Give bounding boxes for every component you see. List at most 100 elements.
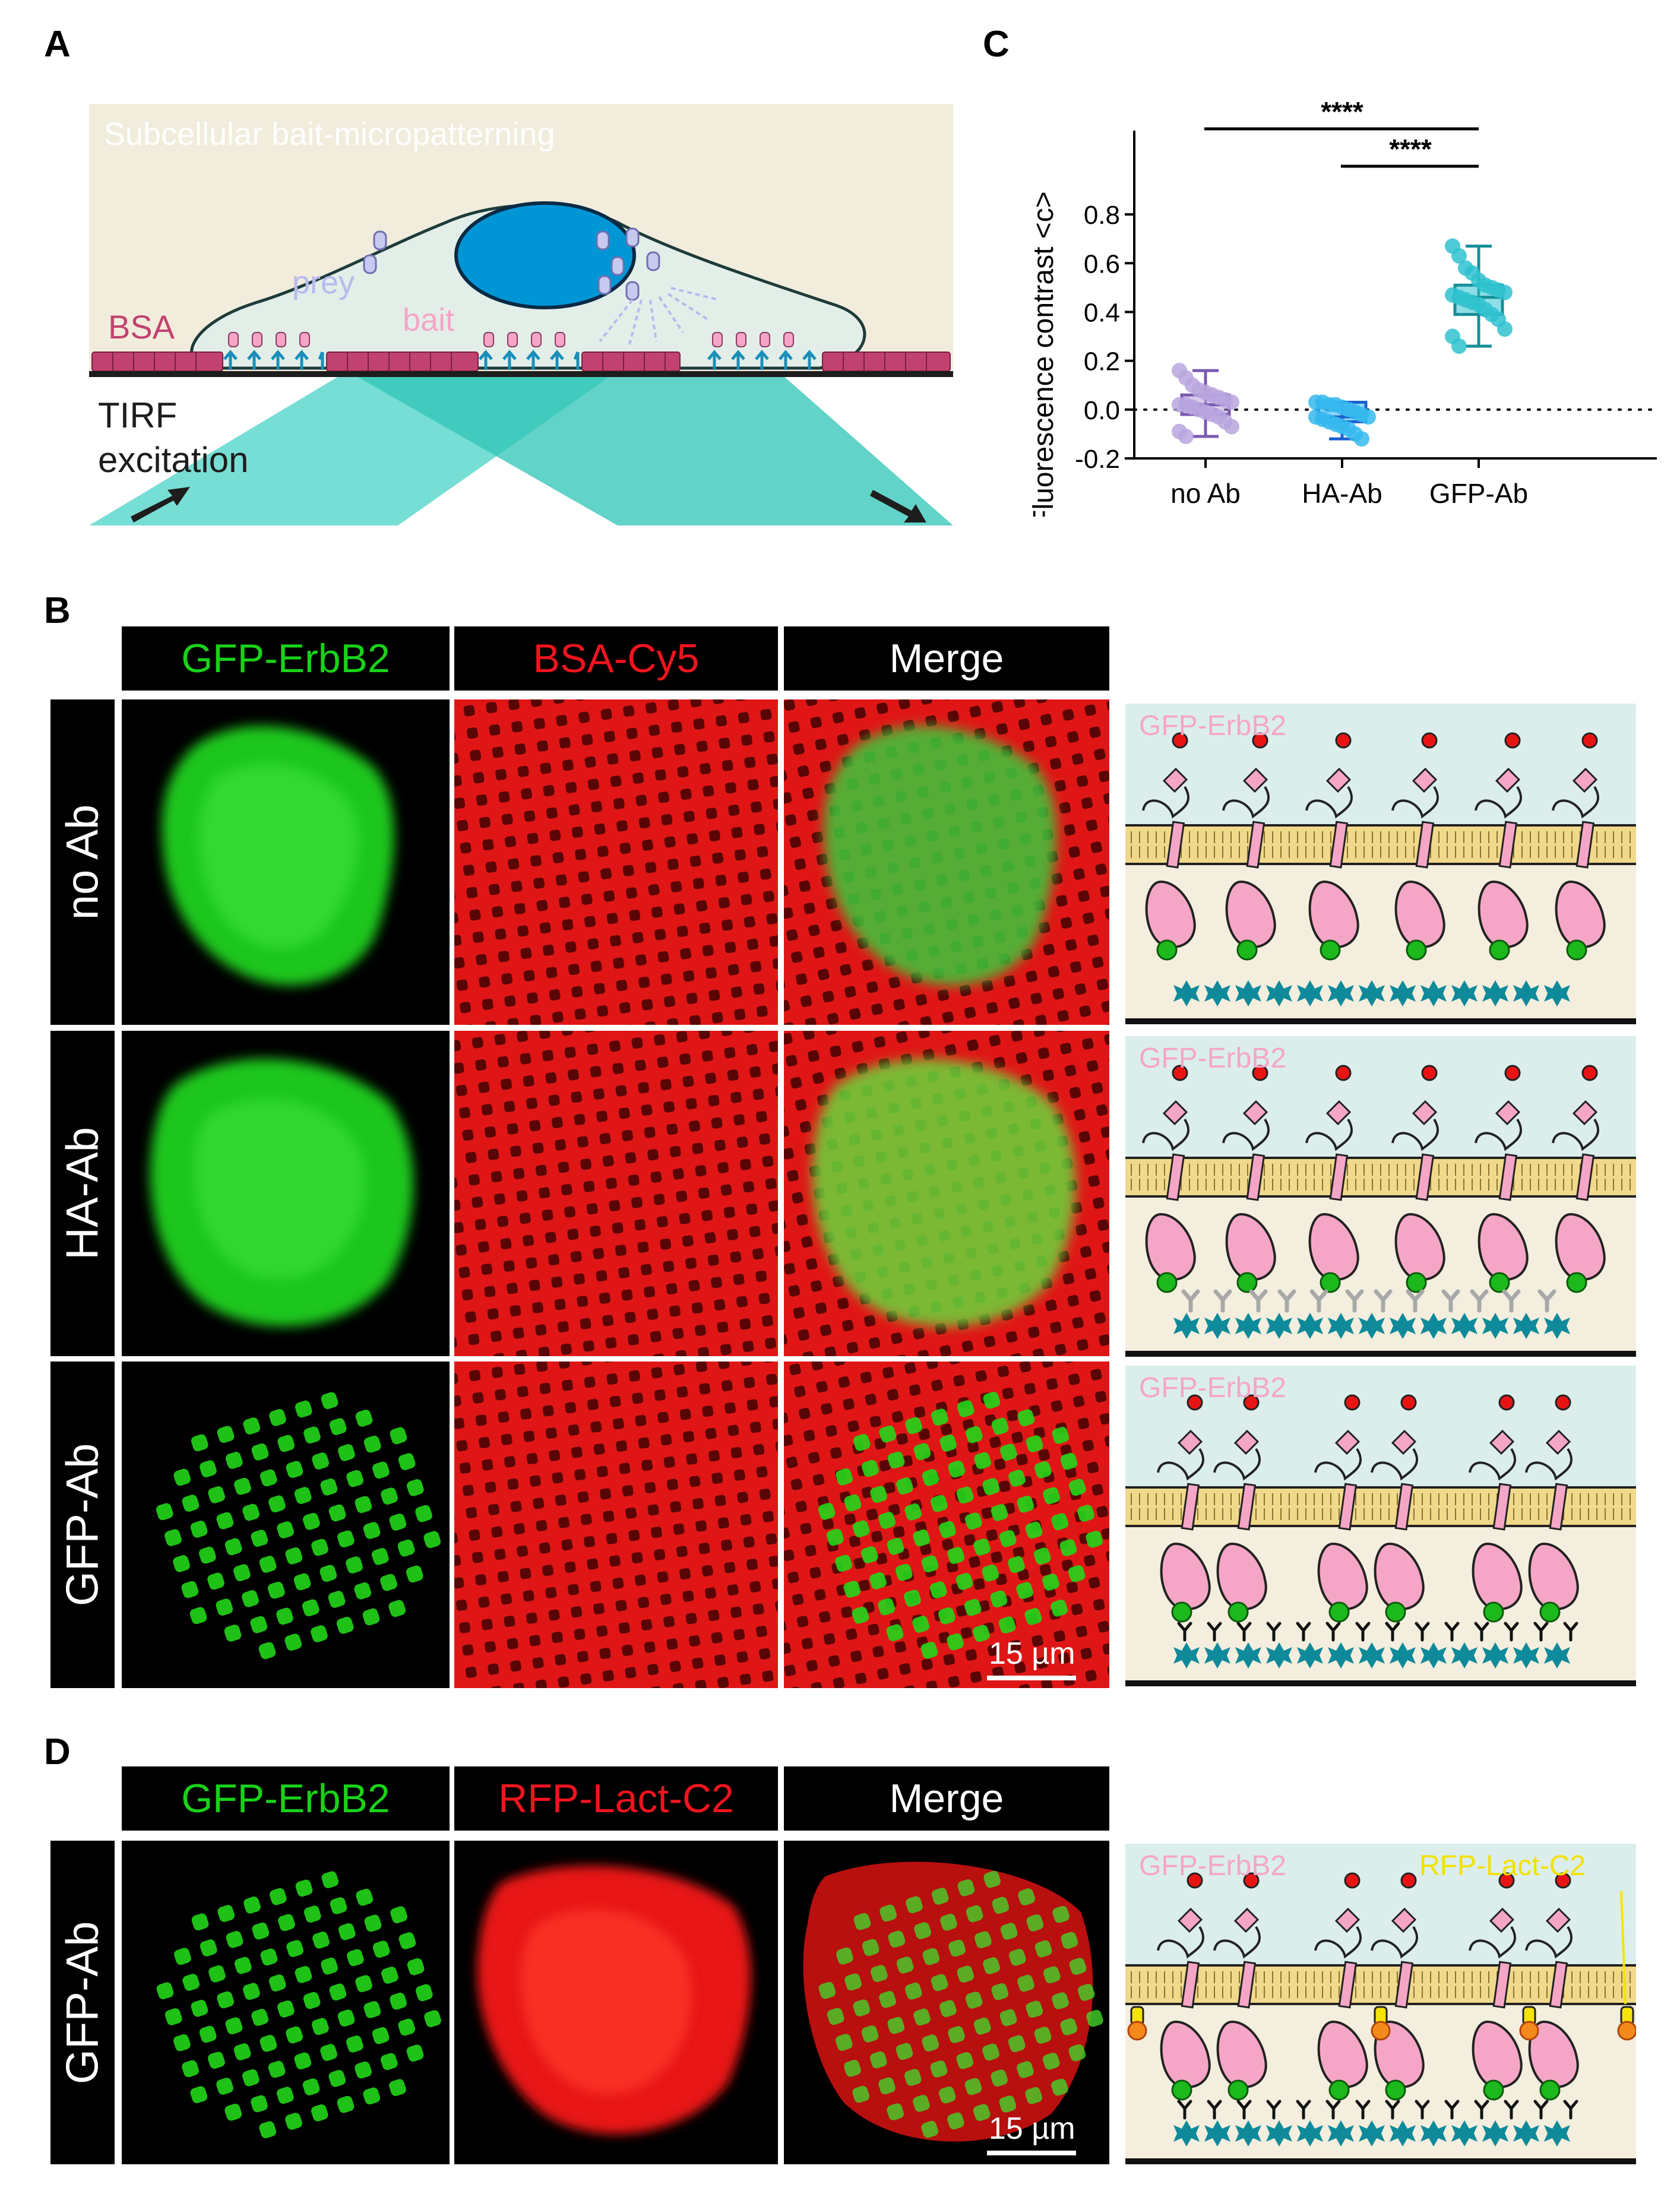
pattern-hole <box>994 1056 1005 1069</box>
green-dot <box>1016 1582 1033 1600</box>
pattern-hole <box>792 1594 804 1606</box>
pattern-hole <box>454 1373 458 1385</box>
pattern-hole <box>833 1275 844 1287</box>
gfp-tag <box>1156 939 1178 961</box>
pattern-hole <box>784 907 793 919</box>
tm-helix <box>1338 1961 1358 2009</box>
green-dot <box>835 2034 853 2051</box>
green-dot <box>896 1956 914 1974</box>
green-dot <box>276 1607 293 1625</box>
pattern-hole <box>574 1469 586 1481</box>
tirf-bait-schematic <box>89 104 953 525</box>
header-d-rfp-lact-c2: RFP-Lact-C2 <box>454 1766 778 1831</box>
green-dot <box>224 1625 242 1642</box>
pattern-hole <box>515 1350 527 1356</box>
erbb2-receptor <box>1391 732 1445 961</box>
pattern-hole <box>1099 1334 1109 1346</box>
green-dot-grid <box>156 1392 441 1660</box>
pattern-hole <box>526 1097 538 1109</box>
pattern-hole <box>561 1031 573 1036</box>
pattern-hole <box>788 721 800 733</box>
header-merge: Merge <box>784 626 1109 691</box>
pattern-hole <box>683 810 695 822</box>
green-dot <box>888 1930 906 1948</box>
pattern-hole <box>738 871 749 883</box>
pattern-hole <box>485 1481 496 1493</box>
pattern-hole <box>1036 1657 1048 1669</box>
green-dot <box>1017 1409 1035 1427</box>
erbb2-receptor <box>1469 1872 1523 2101</box>
pattern-hole <box>517 1545 529 1557</box>
pattern-hole <box>688 1635 701 1647</box>
pattern-hole <box>1008 997 1020 1009</box>
pattern-hole <box>635 954 647 966</box>
ecd-domain <box>1325 1100 1352 1126</box>
linker <box>1142 1118 1189 1151</box>
green-dot <box>269 1409 286 1426</box>
pattern-hole <box>526 992 538 1004</box>
surface-protein <box>1513 1313 1539 1339</box>
linker <box>1157 1926 1204 1959</box>
pattern-hole <box>510 1660 521 1672</box>
pattern-hole <box>994 1458 1006 1470</box>
pattern-hole <box>501 1593 512 1605</box>
pattern-hole <box>565 941 577 953</box>
pattern-hole <box>548 1254 560 1266</box>
pattern-hole <box>593 1443 605 1455</box>
pattern-hole <box>533 1497 545 1509</box>
pattern-hole <box>469 909 481 921</box>
pattern-hole <box>495 769 507 781</box>
pattern-hole <box>965 1649 977 1661</box>
tm-helix <box>1329 821 1349 869</box>
pattern-hole <box>653 1193 665 1205</box>
pattern-hole <box>514 743 526 755</box>
green-dot <box>921 1555 939 1573</box>
pattern-hole <box>621 1289 633 1301</box>
pattern-hole <box>721 1539 733 1551</box>
pattern-hole <box>991 1551 1002 1563</box>
pattern-hole <box>679 1053 691 1065</box>
pattern-hole <box>786 929 798 941</box>
pattern-hole <box>454 1395 461 1407</box>
row-label-d-gfp-ab: GFP-Ab <box>50 1841 115 2164</box>
pattern-hole <box>830 920 842 932</box>
green-dot <box>929 1581 947 1598</box>
row-label-no-ab: no Ab <box>50 699 115 1025</box>
extracellular-space <box>1125 1036 1636 1161</box>
pattern-hole <box>685 1258 697 1269</box>
gfp-antibody <box>1236 2100 1252 2120</box>
pattern-hole <box>1091 1484 1104 1496</box>
pattern-hole <box>548 1609 560 1621</box>
green-dot <box>251 2009 268 2026</box>
pattern-hole <box>705 808 717 819</box>
pattern-hole <box>527 832 539 844</box>
pattern-hole <box>770 775 778 787</box>
pattern-hole <box>796 1616 809 1628</box>
gfp-antibody <box>1385 2100 1400 2120</box>
pattern-hole <box>879 1459 891 1472</box>
kinase-domain <box>1317 2020 1368 2088</box>
green-dot <box>1034 2027 1052 2044</box>
green-dot <box>852 2085 870 2103</box>
green-dot <box>174 1948 191 1965</box>
kinase-domain <box>1477 1212 1529 1281</box>
pattern-hole <box>705 1072 717 1084</box>
surface-protein <box>1359 1313 1385 1339</box>
pattern-hole <box>986 1529 998 1541</box>
tm-helix <box>1575 821 1595 869</box>
ligand-dot <box>1243 1872 1260 1889</box>
erbb2-receptor <box>1469 1394 1523 1623</box>
pattern-hole <box>987 1644 999 1657</box>
ecd-domain <box>1572 1100 1598 1126</box>
pattern-hole <box>862 959 874 971</box>
green-dot <box>1024 1608 1042 1625</box>
surface-protein <box>1173 1642 1200 1668</box>
green-dot <box>191 2000 208 2017</box>
pattern-hole <box>1075 1625 1088 1638</box>
pattern-hole <box>634 1059 646 1071</box>
pattern-hole <box>537 740 549 752</box>
linker <box>1142 786 1189 819</box>
pattern-hole <box>1011 1432 1023 1443</box>
pattern-hole <box>680 788 692 800</box>
pattern-hole <box>580 1673 592 1685</box>
